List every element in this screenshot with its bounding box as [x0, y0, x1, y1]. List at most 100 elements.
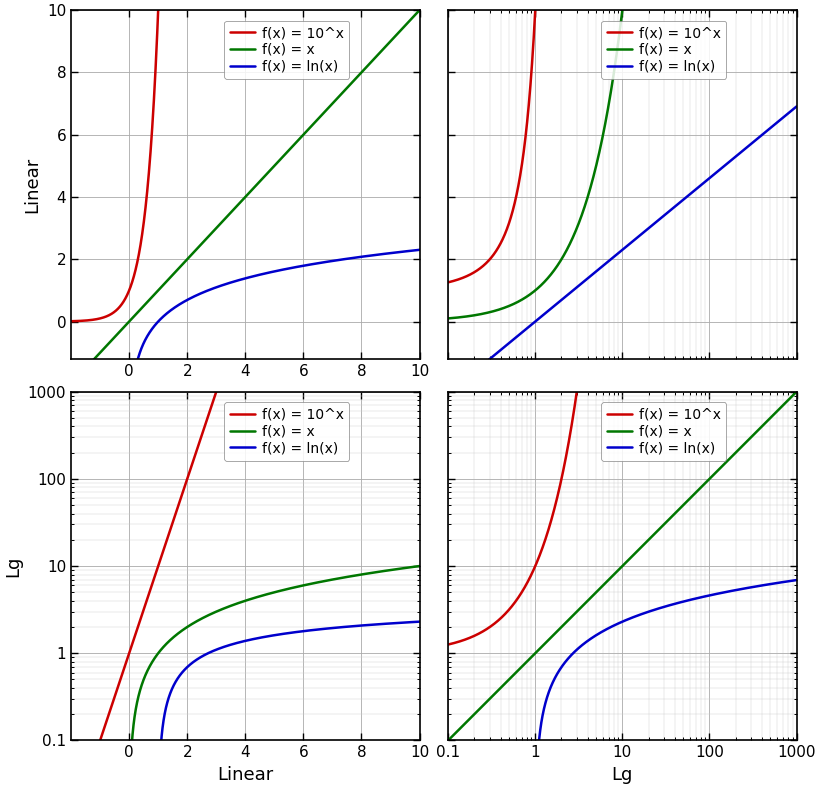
f(x) = 10^x: [87, 762, 97, 771]
f(x) = x: [129, 311, 139, 321]
Line: f(x) = ln(x): f(x) = ln(x): [158, 622, 419, 788]
Line: f(x) = 10^x: f(x) = 10^x: [448, 0, 536, 282]
f(x) = 10^x: [459, 635, 468, 645]
f(x) = ln(x): [532, 745, 542, 755]
f(x) = 10^x: [474, 628, 484, 637]
f(x) = ln(x): [790, 102, 800, 111]
f(x) = ln(x): [230, 639, 240, 649]
f(x) = ln(x): [473, 363, 483, 373]
f(x) = 10^x: [443, 277, 453, 287]
Legend: f(x) = 10^x, f(x) = x, f(x) = ln(x): f(x) = 10^x, f(x) = x, f(x) = ln(x): [600, 402, 726, 461]
f(x) = ln(x): [687, 594, 697, 604]
f(x) = ln(x): [156, 737, 166, 746]
f(x) = ln(x): [215, 281, 224, 291]
f(x) = x: [199, 236, 209, 246]
f(x) = 10^x: [582, 300, 592, 310]
f(x) = x: [790, 387, 800, 396]
f(x) = x: [443, 736, 453, 745]
Line: f(x) = x: f(x) = x: [129, 566, 419, 788]
f(x) = x: [458, 312, 468, 322]
f(x) = x: [669, 509, 679, 519]
Legend: f(x) = 10^x, f(x) = x, f(x) = ln(x): f(x) = 10^x, f(x) = x, f(x) = ln(x): [600, 20, 726, 80]
f(x) = ln(x): [480, 358, 490, 367]
f(x) = ln(x): [180, 664, 190, 674]
f(x) = x: [298, 581, 308, 590]
f(x) = x: [149, 654, 159, 663]
f(x) = ln(x): [726, 155, 735, 165]
f(x) = ln(x): [703, 591, 713, 600]
f(x) = x: [345, 572, 355, 582]
f(x) = ln(x): [414, 245, 424, 255]
f(x) = ln(x): [778, 112, 788, 121]
f(x) = x: [275, 155, 285, 165]
f(x) = x: [537, 279, 547, 288]
Line: f(x) = 10^x: f(x) = 10^x: [92, 305, 245, 767]
Line: f(x) = x: f(x) = x: [448, 392, 795, 741]
Y-axis label: Linear: Linear: [24, 156, 42, 213]
f(x) = 10^x: [541, 530, 551, 539]
f(x) = x: [616, 9, 626, 19]
Line: f(x) = 10^x: f(x) = 10^x: [448, 305, 587, 645]
X-axis label: Lg: Lg: [611, 766, 632, 784]
f(x) = 10^x: [91, 748, 101, 757]
f(x) = ln(x): [654, 214, 664, 224]
f(x) = 10^x: [581, 315, 590, 325]
f(x) = x: [414, 6, 424, 15]
f(x) = 10^x: [147, 582, 156, 591]
f(x) = 10^x: [501, 225, 511, 234]
f(x) = 10^x: [102, 713, 112, 723]
f(x) = x: [331, 574, 341, 584]
f(x) = ln(x): [250, 271, 260, 281]
Line: f(x) = ln(x): f(x) = ln(x): [535, 580, 795, 788]
f(x) = x: [292, 136, 302, 146]
Legend: f(x) = 10^x, f(x) = x, f(x) = ln(x): f(x) = 10^x, f(x) = x, f(x) = ln(x): [224, 402, 349, 461]
f(x) = x: [352, 72, 362, 81]
f(x) = 10^x: [75, 316, 85, 325]
f(x) = x: [326, 100, 336, 110]
Y-axis label: Lg: Lg: [4, 556, 22, 577]
f(x) = ln(x): [636, 230, 645, 240]
f(x) = 10^x: [523, 577, 532, 586]
f(x) = x: [66, 379, 76, 388]
f(x) = ln(x): [372, 250, 382, 259]
f(x) = ln(x): [446, 385, 456, 395]
f(x) = ln(x): [298, 261, 308, 270]
f(x) = ln(x): [353, 252, 363, 262]
f(x) = 10^x: [468, 268, 477, 277]
f(x) = ln(x): [609, 621, 618, 630]
f(x) = ln(x): [310, 625, 320, 634]
Line: f(x) = ln(x): f(x) = ln(x): [132, 250, 419, 389]
f(x) = x: [576, 603, 586, 612]
f(x) = ln(x): [127, 385, 137, 394]
f(x) = ln(x): [557, 661, 567, 671]
f(x) = 10^x: [445, 277, 455, 287]
f(x) = x: [703, 475, 713, 485]
f(x) = 10^x: [545, 520, 554, 530]
f(x) = ln(x): [607, 622, 617, 631]
f(x) = ln(x): [204, 285, 214, 295]
f(x) = 10^x: [66, 317, 76, 326]
f(x) = 10^x: [526, 67, 536, 76]
f(x) = x: [505, 301, 514, 310]
f(x) = x: [506, 672, 516, 682]
f(x) = 10^x: [121, 658, 131, 667]
f(x) = 10^x: [108, 308, 118, 318]
f(x) = 10^x: [138, 225, 147, 234]
Legend: f(x) = 10^x, f(x) = x, f(x) = ln(x): f(x) = 10^x, f(x) = x, f(x) = ln(x): [224, 20, 349, 80]
Line: f(x) = ln(x): f(x) = ln(x): [451, 106, 795, 390]
f(x) = 10^x: [125, 281, 135, 291]
Line: f(x) = 10^x: f(x) = 10^x: [71, 0, 159, 322]
f(x) = x: [443, 314, 453, 323]
f(x) = 10^x: [216, 372, 226, 381]
f(x) = 10^x: [111, 307, 120, 316]
f(x) = x: [274, 586, 283, 596]
f(x) = x: [451, 313, 461, 322]
f(x) = 10^x: [240, 300, 250, 310]
f(x) = 10^x: [443, 640, 453, 649]
f(x) = 10^x: [475, 263, 485, 273]
Line: f(x) = x: f(x) = x: [448, 0, 625, 318]
f(x) = ln(x): [790, 575, 800, 585]
f(x) = ln(x): [414, 617, 424, 626]
Line: f(x) = x: f(x) = x: [71, 10, 419, 384]
f(x) = 10^x: [517, 158, 527, 168]
